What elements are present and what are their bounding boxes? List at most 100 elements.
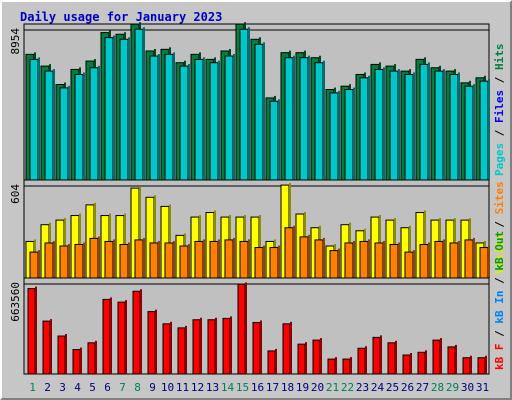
bar-kbytes-kbf [342, 358, 351, 375]
bar-kbytes-kbf [117, 301, 126, 375]
bar-kbytes-kbf [402, 354, 411, 375]
bar-visits-sites-shadow [203, 239, 205, 278]
bar-visits-sites-shadow [278, 245, 280, 278]
day-label: 5 [89, 381, 96, 394]
legend-visits: Visits / Sites [493, 181, 506, 274]
bar-kbytes-kbf-shadow [275, 348, 277, 374]
bar-visits-sites [359, 240, 369, 279]
bar-visits-sites [404, 251, 414, 279]
legend-item-visits: Visits [493, 234, 506, 274]
bar-hits-pages [344, 89, 354, 181]
bar-kbytes-kbf [87, 342, 96, 375]
bar-hits-pages-shadow [413, 72, 415, 180]
bar-kbytes-kbf-shadow [245, 282, 247, 374]
y-max-label-kbytes: 663560 [9, 282, 22, 322]
day-label: 19 [296, 381, 309, 394]
bar-hits-pages-shadow [488, 79, 490, 180]
bar-kbytes-kbf [132, 290, 141, 375]
day-label: 18 [281, 381, 294, 394]
day-label: 28 [431, 381, 444, 394]
bar-hits-pages [44, 70, 54, 181]
bar-visits-visits-shadow [259, 215, 261, 278]
bar-hits-pages-shadow [233, 54, 235, 180]
bar-visits-sites-shadow [473, 237, 475, 278]
bar-visits-sites-shadow [173, 240, 175, 278]
bar-hits-pages [59, 87, 69, 181]
legend-item-hits: Hits [493, 44, 506, 71]
bar-visits-sites-shadow [128, 242, 130, 278]
bar-hits-pages [299, 57, 309, 181]
bar-hits-pages [179, 65, 189, 181]
legend-item-kb-out: kB Out [493, 231, 506, 271]
bar-visits-sites [29, 251, 39, 279]
bar-hits-pages-shadow [98, 65, 100, 180]
legend-item-kb-in: kB In [493, 291, 506, 324]
day-label: 24 [371, 381, 385, 394]
bar-hits-pages-shadow [353, 87, 355, 180]
bar-kbytes-kbf [477, 357, 486, 375]
bar-visits-sites [284, 227, 294, 279]
bar-kbytes-kbf [297, 343, 306, 375]
bar-kbytes-kbf-shadow [395, 340, 397, 374]
bar-hits-pages [134, 28, 144, 181]
bar-hits-pages [119, 38, 129, 181]
bar-hits-pages [89, 67, 99, 181]
bar-visits-sites [389, 243, 399, 279]
bar-visits-sites [239, 240, 249, 279]
bar-kbytes-kbf [432, 339, 441, 375]
bar-visits-sites [164, 242, 174, 279]
bar-visits-sites [59, 245, 69, 279]
bar-kbytes-kbf-shadow [485, 355, 487, 374]
bar-kbytes-kbf [102, 298, 111, 375]
bar-kbytes-kbf [447, 346, 456, 375]
bar-hits-pages-shadow [383, 67, 385, 180]
bar-visits-sites-shadow [293, 225, 295, 278]
bar-hits-pages-shadow [263, 42, 265, 180]
bar-hits-pages-shadow [203, 57, 205, 180]
day-label: 2 [44, 381, 51, 394]
bar-visits-sites [149, 242, 159, 279]
bar-kbytes-kbf-shadow [110, 297, 112, 374]
bar-visits-sites-shadow [53, 240, 55, 278]
day-label: 29 [446, 381, 459, 394]
bar-hits-pages [404, 73, 414, 181]
day-label: 17 [266, 381, 279, 394]
bar-hits-pages-shadow [398, 69, 400, 180]
bar-hits-pages [374, 68, 384, 181]
day-label: 4 [74, 381, 81, 394]
bar-kbytes-kbf [237, 283, 246, 375]
bar-kbytes-kbf [207, 319, 216, 375]
bar-hits-pages [194, 58, 204, 181]
bar-kbytes-kbf [222, 317, 231, 375]
day-label: 22 [341, 381, 354, 394]
day-label: 8 [134, 381, 141, 394]
y-max-label-visits: 604 [9, 184, 22, 204]
bar-hits-pages [104, 37, 114, 181]
bar-hits-pages [254, 43, 264, 181]
bar-kbytes-kbf [372, 336, 381, 375]
legend-item-sites: Sites [493, 181, 506, 214]
bar-kbytes-kbf-shadow [470, 355, 472, 374]
bar-visits-sites [479, 247, 489, 279]
bar-kbytes-kbf [162, 323, 171, 375]
bar-kbytes-kbf-shadow [350, 357, 352, 374]
bar-hits-pages [314, 62, 324, 181]
day-label: 31 [476, 381, 489, 394]
bar-visits-sites [179, 245, 189, 279]
bar-kbytes-kbf [462, 357, 471, 375]
bar-visits-sites [329, 250, 339, 279]
day-label: 7 [119, 381, 126, 394]
bar-kbytes-kbf-shadow [260, 320, 262, 374]
bar-hits-pages [284, 57, 294, 181]
bar-hits-pages-shadow [473, 84, 475, 180]
bar-hits-pages-shadow [458, 72, 460, 180]
bar-visits-sites [209, 240, 219, 279]
day-label: 10 [161, 381, 174, 394]
bar-kbytes-kbf-shadow [320, 338, 322, 374]
bar-hits-pages-shadow [53, 69, 55, 180]
bar-visits-sites-shadow [413, 250, 415, 278]
bar-visits-sites [344, 242, 354, 279]
bar-kbytes-kbf-shadow [410, 353, 412, 374]
day-label: 3 [59, 381, 66, 394]
